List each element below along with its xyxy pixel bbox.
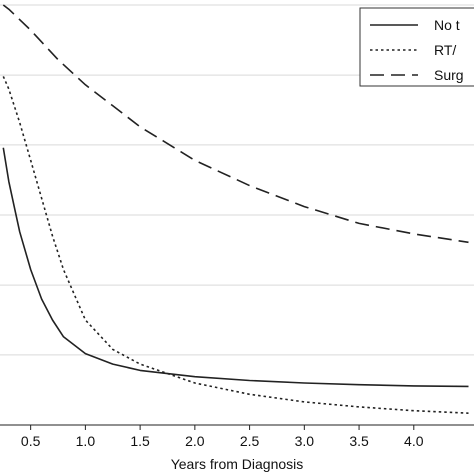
x-tick-label-0: 0.5 bbox=[21, 433, 41, 449]
x-ticks: 0.5 1.0 1.5 2.0 2.5 3.0 3.5 4.0 bbox=[21, 425, 424, 449]
x-tick-label-4: 2.5 bbox=[240, 433, 260, 449]
grid-lines bbox=[0, 4, 474, 426]
series-lines bbox=[2, 4, 469, 414]
x-tick-label-5: 3.0 bbox=[295, 433, 315, 449]
x-axis-label: Years from Diagnosis bbox=[171, 456, 304, 472]
legend-label-0: No t bbox=[434, 17, 460, 33]
x-tick-label-6: 3.5 bbox=[349, 433, 369, 449]
legend-label-2: Surg bbox=[434, 67, 464, 83]
series-line-dashed bbox=[2, 4, 469, 244]
legend-box bbox=[359, 7, 474, 87]
x-tick-label-2: 1.5 bbox=[130, 433, 150, 449]
series-line-solid bbox=[2, 147, 469, 388]
legend: No t RT/Surg bbox=[359, 7, 474, 87]
x-tick-label-3: 2.0 bbox=[185, 433, 205, 449]
series-line-dotted bbox=[2, 76, 469, 414]
x-tick-label-1: 1.0 bbox=[76, 433, 96, 449]
legend-label-1: RT/ bbox=[434, 42, 456, 58]
x-tick-label-7: 4.0 bbox=[404, 433, 424, 449]
